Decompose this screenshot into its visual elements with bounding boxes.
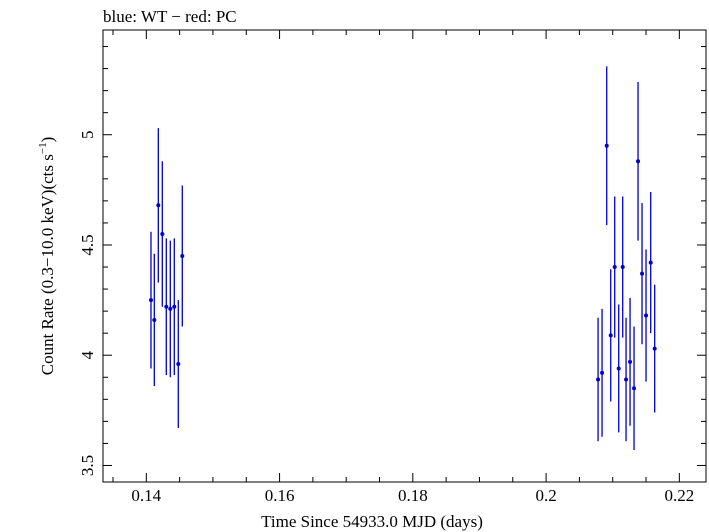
data-point: [628, 359, 633, 364]
data-point: [600, 370, 605, 375]
data-point: [652, 346, 657, 351]
x-tick-label: 0.16: [265, 486, 295, 505]
plot-frame: [102, 29, 707, 483]
data-point: [604, 143, 609, 148]
data-point: [160, 231, 165, 236]
data-point: [636, 159, 641, 164]
data-point: [624, 377, 629, 382]
x-tick-label: 0.14: [131, 486, 161, 505]
x-axis-label: Time Since 54933.0 MJD (days): [261, 512, 483, 531]
data-point: [172, 304, 177, 309]
data-point: [640, 271, 645, 276]
y-tick-label: 4: [78, 350, 97, 359]
data-point: [164, 304, 169, 309]
y-axis-label-close: ): [38, 137, 57, 143]
axis-ticks: 0.14 0.16 0.18 0.2 0.22 3.5 4 4.5 5: [78, 30, 706, 505]
data-point: [644, 313, 649, 318]
data-point: [648, 260, 653, 265]
chart-title: blue: WT − red: PC: [103, 7, 237, 26]
data-point: [616, 366, 621, 371]
data-point: [148, 298, 153, 303]
y-axis-label: Count Rate (0.3−10.0 keV)(cts s−1): [37, 137, 57, 376]
data-point: [156, 203, 161, 208]
y-tick-label: 3.5: [78, 455, 97, 476]
data-point: [152, 317, 157, 322]
y-axis-label-main: Count Rate (0.3−10.0 keV)(cts s: [38, 154, 57, 375]
x-tick-label: 0.18: [398, 486, 428, 505]
data-point: [632, 386, 637, 391]
data-point: [596, 377, 601, 382]
x-tick-label: 0.2: [535, 486, 556, 505]
y-axis-label-superscript: −1: [37, 142, 49, 154]
data-point: [176, 362, 181, 367]
y-tick-label: 4.5: [78, 234, 97, 255]
y-tick-label: 5: [78, 130, 97, 139]
data-point: [612, 265, 617, 270]
x-tick-label: 0.22: [664, 486, 694, 505]
data-point: [620, 265, 625, 270]
data-point: [168, 306, 173, 311]
data-points: [148, 66, 657, 451]
data-point: [608, 333, 613, 338]
data-point: [180, 254, 185, 258]
